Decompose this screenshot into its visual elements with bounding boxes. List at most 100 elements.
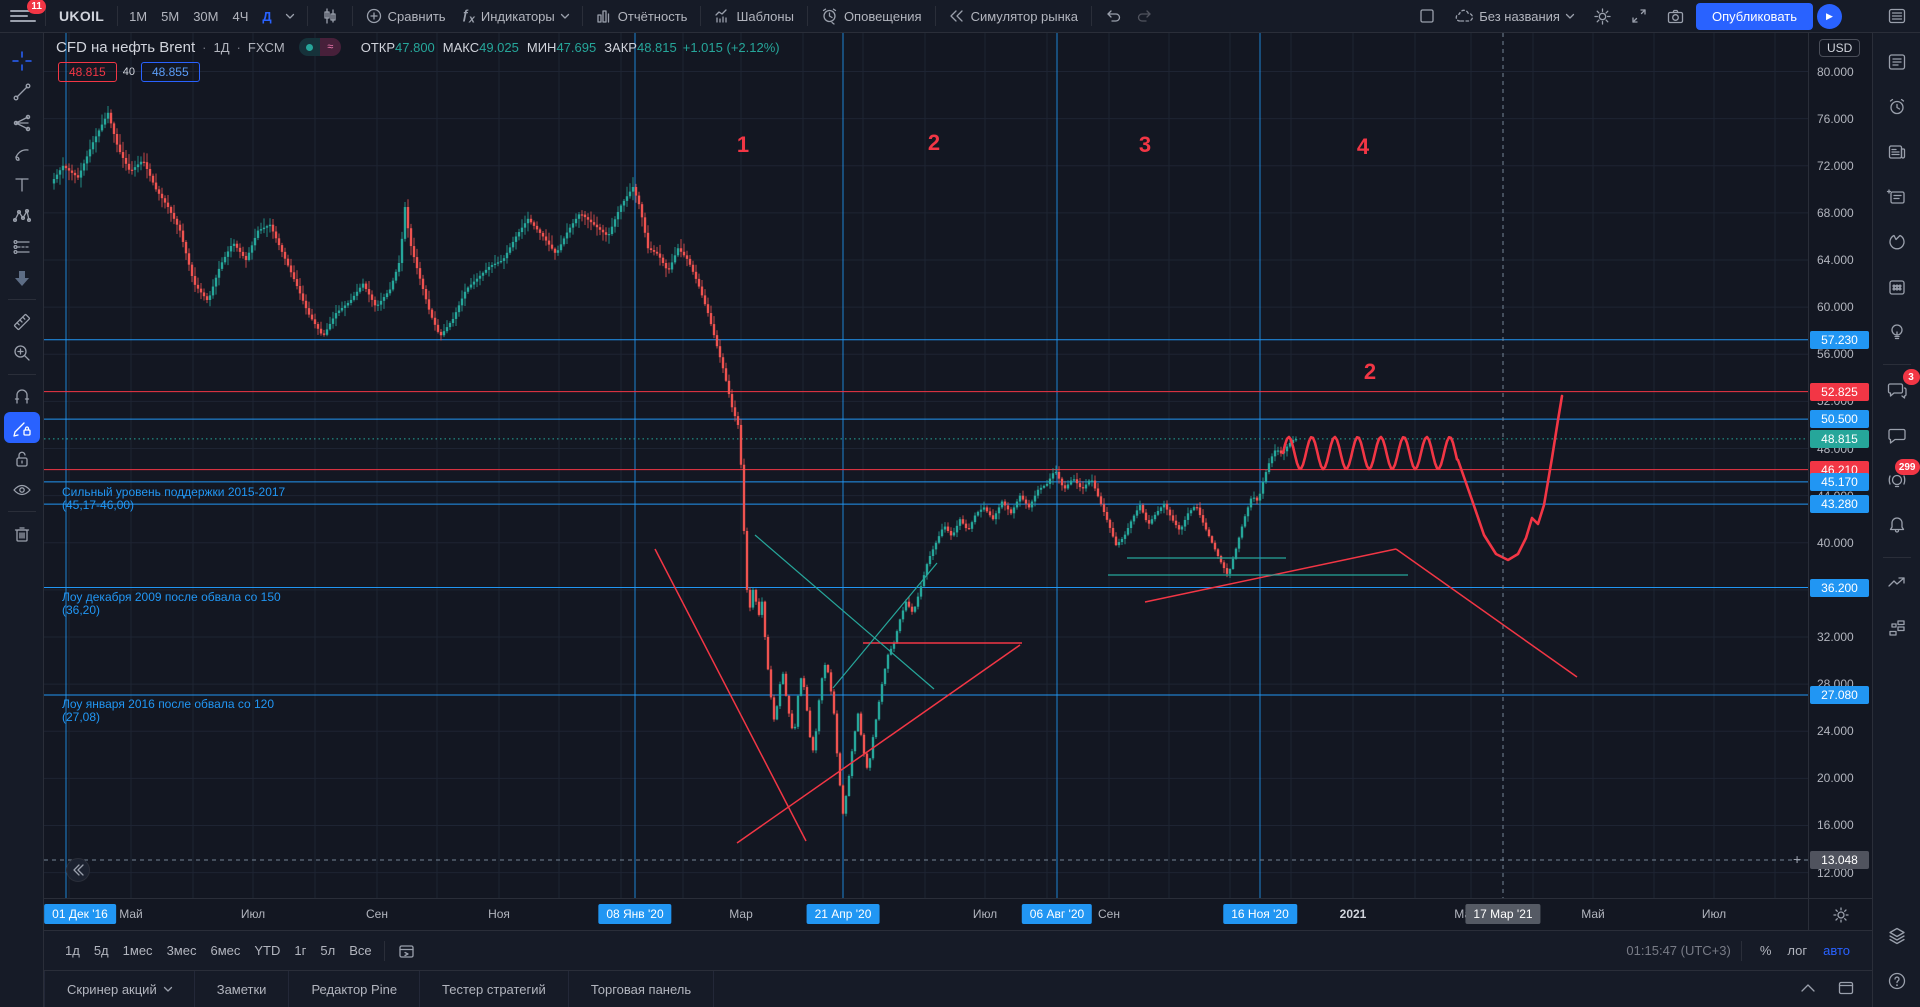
tab-5[interactable]: Торговая панель [569, 971, 715, 1007]
undo-button[interactable] [1097, 6, 1129, 26]
forecast-tool[interactable] [4, 231, 40, 262]
timeframe-30M[interactable]: 30M [193, 8, 219, 24]
wave-label-2[interactable]: 2 [1363, 359, 1377, 384]
chart-annotation[interactable]: Лоу декабря 2009 после обвала со 150 (36,… [62, 591, 281, 617]
log-scale-button[interactable]: лог [1787, 943, 1808, 958]
magnet-tool[interactable] [4, 381, 40, 412]
chart-style-button[interactable] [313, 4, 347, 28]
range-5л[interactable]: 5л [320, 943, 336, 958]
notes-button[interactable] [1878, 178, 1916, 216]
price-scale[interactable]: USD 80.000 76.000 72.000 68.000 64.000 60.000… [1808, 33, 1872, 898]
range-6мес[interactable]: 6мес [210, 943, 241, 958]
timeframe-4Ч[interactable]: 4Ч [232, 8, 249, 24]
cloud-layout-button[interactable]: Без названия [1447, 6, 1582, 27]
xabcd-pattern-tool[interactable] [4, 200, 40, 231]
trend-line-red[interactable] [736, 644, 1021, 844]
alerts-panel-button[interactable] [1878, 88, 1916, 126]
zoom-in-tool[interactable] [4, 337, 40, 368]
tab-3[interactable]: Редактор Pine [289, 971, 421, 1007]
projection-squiggle-drawing[interactable] [1281, 394, 1564, 562]
private-chats-button[interactable] [1878, 416, 1916, 454]
time-range-badge[interactable]: 16 Ноя '20 [1223, 904, 1297, 924]
play-button[interactable]: ▶ [1817, 3, 1842, 29]
buy-button[interactable]: 48.855 [140, 62, 200, 82]
object-tree-button[interactable] [1878, 609, 1916, 647]
timeframe-1M[interactable]: 1M [129, 8, 148, 24]
brush-tool[interactable] [4, 138, 40, 169]
time-axis[interactable]: МайИюлСенНояМарИюлСен2021МарМайИюл01 Дек… [44, 898, 1808, 930]
trend-line-tool[interactable] [4, 76, 40, 107]
snapshot-button[interactable] [1659, 6, 1692, 27]
my-ideas-button[interactable] [1878, 313, 1916, 351]
wave-label-2[interactable]: 2 [927, 130, 941, 155]
crosshair-tool[interactable] [4, 45, 40, 76]
remove-drawings-button[interactable] [4, 518, 40, 549]
tab-2[interactable]: Заметки [195, 971, 290, 1007]
layout-grid-button[interactable] [1411, 5, 1443, 27]
text-tool[interactable] [4, 169, 40, 200]
trend-line-teal[interactable] [832, 562, 938, 689]
measure-tool[interactable] [4, 306, 40, 337]
chart-annotation[interactable]: Лоу января 2016 после обвала со 120 (27,0… [62, 698, 274, 724]
drawing-mode-lock-button[interactable] [3, 412, 40, 443]
ideas-feed-button[interactable] [1878, 564, 1916, 602]
reports-button[interactable]: Отчётность [588, 5, 696, 27]
timeframe-dropdown[interactable] [278, 11, 302, 22]
chart-quick-menu-button[interactable] [66, 858, 90, 882]
gann-fib-tool[interactable] [4, 107, 40, 138]
publish-button[interactable]: Опубликовать [1695, 2, 1813, 30]
arrow-marker-tool[interactable] [4, 262, 40, 293]
time-range-badge[interactable]: 08 Янв '20 [598, 904, 672, 924]
sell-button[interactable]: 48.815 [58, 62, 117, 82]
range-1мес[interactable]: 1мес [122, 943, 153, 958]
time-range-badge[interactable]: 17 Мар '21 [1465, 904, 1541, 924]
currency-toggle[interactable]: USD [1819, 39, 1861, 57]
market-simulator-button[interactable]: Симулятор рынка [941, 6, 1086, 27]
panel-toggle-button[interactable] [1880, 5, 1914, 27]
timeframe-5M[interactable]: 5M [161, 8, 180, 24]
range-1г[interactable]: 1г [294, 943, 307, 958]
watchlist-button[interactable] [1878, 43, 1916, 81]
wave-label-1[interactable]: 1 [736, 132, 750, 157]
fullscreen-button[interactable] [1623, 5, 1655, 27]
percent-scale-button[interactable]: % [1759, 943, 1772, 958]
templates-button[interactable]: Шаблоны [706, 5, 802, 27]
go-to-date-button[interactable] [390, 940, 423, 962]
compare-button[interactable]: Сравнить [358, 5, 454, 27]
tab-1[interactable]: Скринер акций [44, 971, 195, 1007]
timeframe-Д[interactable]: Д [262, 8, 272, 24]
wave-label-3[interactable]: 3 [1138, 132, 1152, 157]
alerts-button[interactable]: Оповещения [813, 5, 930, 28]
range-1д[interactable]: 1д [65, 943, 80, 958]
chart-annotation[interactable]: Сильный уровень поддержки 2015-2017 (45,1… [62, 486, 285, 512]
layers-button[interactable] [1878, 917, 1916, 955]
trend-line-red[interactable] [1395, 548, 1578, 678]
range-3мес[interactable]: 3мес [166, 943, 197, 958]
public-chats-button[interactable]: 3 [1878, 369, 1920, 409]
auto-scale-button[interactable]: авто [1823, 943, 1850, 958]
settings-button[interactable] [1586, 5, 1619, 28]
redo-button[interactable] [1129, 6, 1161, 26]
hotlists-button[interactable] [1878, 223, 1916, 261]
trend-line-teal[interactable] [754, 534, 935, 690]
trend-line-red[interactable] [654, 548, 807, 842]
collapse-panel-button[interactable] [1800, 981, 1816, 998]
hide-drawings-button[interactable] [4, 474, 40, 505]
add-alert-plus-icon[interactable]: + [1793, 851, 1802, 867]
legend-toggle[interactable]: ≈ [298, 38, 341, 56]
main-menu-button[interactable]: 11 [10, 0, 46, 27]
symbol-button[interactable]: UKOIL [59, 8, 105, 24]
session-clock[interactable]: 01:15:47 (UTC+3) [1626, 943, 1731, 958]
news-button[interactable] [1878, 133, 1916, 171]
theme-sun-icon[interactable] [1832, 906, 1849, 923]
calendar-button[interactable] [1878, 268, 1916, 306]
range-Все[interactable]: Все [349, 943, 372, 958]
streams-button[interactable]: 299 [1878, 459, 1920, 499]
symbol-title[interactable]: CFD на нефть Brent [56, 38, 196, 56]
time-range-badge[interactable]: 21 Апр '20 [806, 904, 880, 924]
lock-all-drawings-button[interactable] [4, 443, 40, 474]
notifications-button[interactable] [1878, 506, 1916, 544]
help-button[interactable] [1878, 962, 1916, 1000]
time-range-badge[interactable]: 06 Авг '20 [1021, 904, 1093, 924]
chart-canvas[interactable] [44, 33, 1808, 898]
